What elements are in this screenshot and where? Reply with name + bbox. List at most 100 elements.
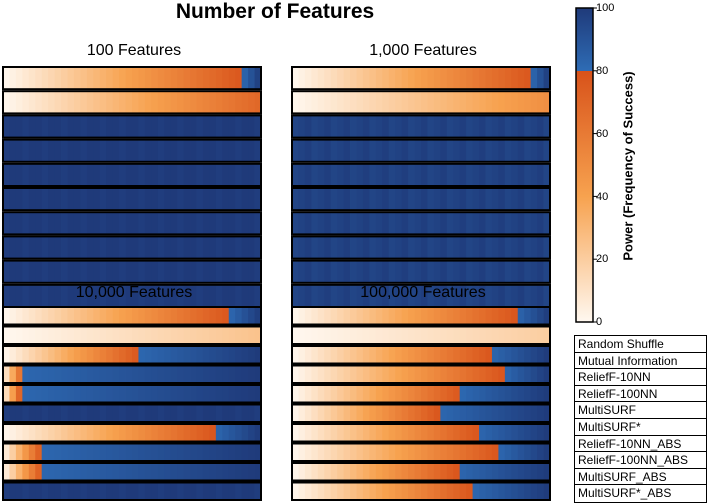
heatmap-cell — [511, 260, 519, 283]
heatmap-cell — [440, 424, 448, 442]
heatmap-cell — [48, 443, 55, 461]
heatmap-cell — [440, 307, 448, 325]
heatmap-cell — [164, 346, 172, 364]
heatmap-cell — [433, 188, 441, 211]
heatmap-cell — [22, 385, 30, 403]
heatmap-cell — [356, 326, 364, 344]
heatmap-cell — [61, 91, 68, 114]
heatmap-cell — [292, 115, 299, 138]
heatmap-cell — [421, 482, 428, 500]
heatmap-cell — [86, 188, 94, 211]
heatmap-cell — [222, 404, 230, 422]
heatmap-cell — [330, 212, 338, 235]
heatmap-cell — [35, 346, 43, 364]
heatmap-cell — [421, 284, 428, 307]
heatmap-cell — [183, 326, 191, 344]
heatmap-cell — [330, 260, 338, 283]
heatmap-cell — [144, 346, 152, 364]
heatmap-cell — [317, 365, 325, 383]
heatmap-cell — [177, 212, 184, 235]
heatmap-cell — [61, 463, 68, 481]
heatmap-cell — [408, 212, 415, 235]
heatmap-cell — [330, 115, 338, 138]
heatmap-cell — [209, 482, 217, 500]
heatmap-cell — [356, 260, 364, 283]
heatmap-cell — [248, 365, 255, 383]
heatmap-cell — [3, 91, 10, 114]
heatmap-cell — [479, 139, 486, 162]
heatmap-cell — [298, 260, 306, 283]
heatmap-cell — [543, 284, 551, 307]
heatmap-cell — [356, 463, 364, 481]
heatmap-cell — [517, 307, 525, 325]
heatmap-cell — [485, 404, 493, 422]
heatmap-cell — [427, 115, 435, 138]
heatmap-cell — [408, 365, 415, 383]
heatmap-cell — [362, 307, 370, 325]
heatmap-cell — [543, 163, 551, 186]
heatmap-cell — [35, 385, 43, 403]
heatmap-cell — [61, 188, 68, 211]
heatmap-cell — [106, 67, 114, 90]
heatmap-cell — [196, 365, 204, 383]
heatmap-cell — [479, 365, 486, 383]
heatmap-cell — [433, 212, 441, 235]
heatmap-cell — [317, 307, 325, 325]
heatmap-cell — [395, 307, 403, 325]
heatmap-cell — [433, 404, 441, 422]
heatmap-cell — [498, 284, 506, 307]
heatmap-cell — [183, 212, 191, 235]
heatmap-cell — [511, 346, 519, 364]
legend-item: Mutual Information — [575, 353, 706, 370]
heatmap-cell — [369, 365, 377, 383]
heatmap-cell — [35, 115, 43, 138]
heatmap-cell — [132, 326, 139, 344]
heatmap-cell — [472, 91, 480, 114]
heatmap-cell — [93, 404, 101, 422]
heatmap-cell — [511, 443, 519, 461]
heatmap-cell — [382, 463, 390, 481]
heatmap-cell — [183, 365, 191, 383]
heatmap-cell — [369, 424, 377, 442]
heatmap-cell — [235, 385, 243, 403]
heatmap-cell — [248, 385, 255, 403]
heatmap-cell — [215, 236, 223, 259]
heatmap-cell — [324, 307, 332, 325]
heatmap-cell — [440, 91, 448, 114]
heatmap-cell — [196, 307, 204, 325]
heatmap-cell — [125, 482, 133, 500]
heatmap-cell — [151, 326, 159, 344]
heatmap-cell — [491, 482, 499, 500]
heatmap-cell — [453, 307, 461, 325]
heatmap-cell — [164, 260, 172, 283]
heatmap-cell — [170, 385, 178, 403]
heatmap-cell — [144, 424, 152, 442]
colorbar-tick: 80 — [596, 65, 609, 77]
heatmap-cell — [235, 365, 243, 383]
heatmap-cell — [401, 67, 409, 90]
heatmap-cell — [414, 188, 422, 211]
legend-item: ReliefF-100NN — [575, 386, 706, 403]
heatmap-panel — [291, 66, 551, 308]
heatmap-cell — [304, 443, 312, 461]
heatmap-cell — [401, 463, 409, 481]
heatmap-cell — [228, 482, 236, 500]
heatmap-cell — [73, 67, 81, 90]
heatmap-cell — [479, 326, 486, 344]
heatmap-cell — [330, 346, 338, 364]
heatmap-cell — [491, 139, 499, 162]
heatmap-cell — [466, 326, 473, 344]
heatmap-cell — [388, 188, 396, 211]
heatmap-cell — [421, 67, 428, 90]
heatmap-cell — [414, 163, 422, 186]
heatmap-cell — [222, 482, 230, 500]
heatmap-cell — [388, 482, 396, 500]
heatmap-cell — [369, 212, 377, 235]
heatmap-cell — [22, 346, 30, 364]
heatmap-cell — [421, 443, 428, 461]
heatmap-cell — [215, 284, 223, 307]
heatmap-cell — [138, 482, 146, 500]
heatmap-cell — [164, 212, 172, 235]
heatmap-cell — [241, 91, 249, 114]
